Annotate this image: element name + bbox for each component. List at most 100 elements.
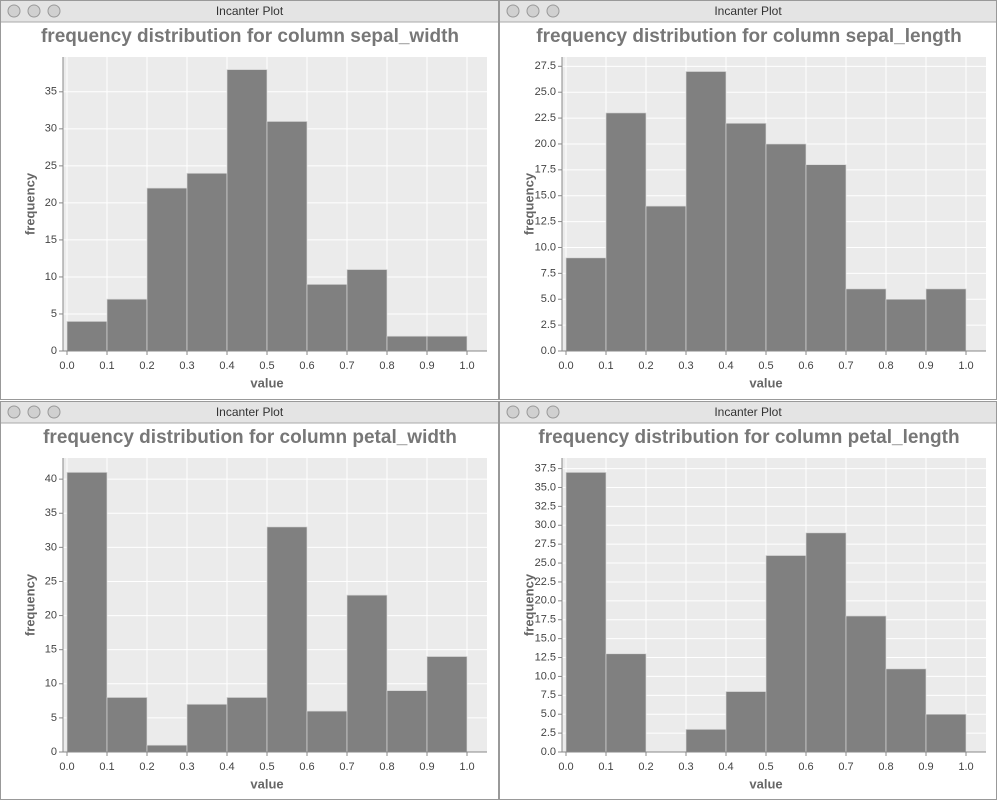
- y-tick-label: 15.0: [535, 190, 556, 202]
- y-tick-label: 15.0: [535, 633, 556, 645]
- window-title: Incanter Plot: [714, 405, 782, 419]
- window-title: Incanter Plot: [216, 4, 284, 18]
- window-button[interactable]: [7, 4, 21, 18]
- bar: [925, 713, 967, 753]
- x-tick-label: 0.3: [678, 761, 693, 773]
- x-tick-label: 0.9: [419, 761, 434, 773]
- y-tick-label: 35: [45, 507, 57, 519]
- y-tick-label: 12.5: [535, 216, 556, 228]
- y-tick-label: 0: [51, 345, 57, 357]
- x-tick-label: 0.7: [339, 761, 354, 773]
- title-bar: [500, 1, 996, 22]
- x-axis-label: value: [250, 776, 283, 791]
- window-button[interactable]: [506, 4, 520, 18]
- y-tick-label: 2.5: [541, 319, 556, 331]
- y-tick-label: 2.5: [541, 727, 556, 739]
- y-axis-label: frequency: [22, 573, 37, 636]
- x-tick-label: 0.5: [259, 360, 274, 372]
- window: Incanter Plot frequency distribution for …: [0, 0, 499, 400]
- x-tick-label: 0.3: [678, 360, 693, 372]
- y-tick-label: 0.0: [541, 746, 556, 758]
- y-tick-label: 0.0: [541, 345, 556, 357]
- x-tick-label: 0.0: [558, 761, 573, 773]
- bar: [845, 288, 887, 352]
- bar: [565, 257, 607, 352]
- bar: [186, 703, 228, 753]
- x-tick-label: 0.9: [918, 360, 933, 372]
- y-tick-label: 27.5: [535, 538, 556, 550]
- x-tick-label: 0.4: [718, 761, 733, 773]
- bar: [565, 472, 607, 753]
- window-button[interactable]: [27, 4, 41, 18]
- x-tick-label: 0.2: [638, 360, 653, 372]
- window-button[interactable]: [27, 405, 41, 419]
- bar: [845, 615, 887, 753]
- y-tick-label: 17.5: [535, 164, 556, 176]
- y-tick-label: 30.0: [535, 519, 556, 531]
- bar: [186, 172, 228, 352]
- y-tick-label: 30: [45, 541, 57, 553]
- window-button[interactable]: [506, 405, 520, 419]
- y-tick-label: 15: [45, 234, 57, 246]
- y-tick-label: 20.0: [535, 595, 556, 607]
- y-tick-label: 12.5: [535, 651, 556, 663]
- x-tick-label: 0.7: [838, 761, 853, 773]
- window-button[interactable]: [526, 4, 540, 18]
- y-tick-label: 5.0: [541, 708, 556, 720]
- x-tick-label: 0.1: [598, 761, 613, 773]
- bar: [146, 187, 188, 352]
- bar: [685, 728, 727, 753]
- bar: [885, 668, 927, 753]
- x-tick-label: 0.5: [259, 761, 274, 773]
- window-title: Incanter Plot: [216, 405, 284, 419]
- y-tick-label: 35: [45, 86, 57, 98]
- window-button[interactable]: [47, 4, 61, 18]
- bar: [645, 205, 687, 352]
- window-button[interactable]: [47, 405, 61, 419]
- window: Incanter Plot frequency distribution for …: [499, 401, 997, 800]
- title-bar: [1, 1, 498, 22]
- x-tick-label: 0.8: [878, 360, 893, 372]
- y-tick-label: 25.0: [535, 86, 556, 98]
- y-tick-label: 35.0: [535, 481, 556, 493]
- x-tick-label: 0.0: [59, 360, 74, 372]
- x-tick-label: 0.9: [918, 761, 933, 773]
- bar: [685, 71, 727, 352]
- chart-title: frequency distribution for column sepal_…: [41, 26, 459, 47]
- y-tick-label: 10.0: [535, 670, 556, 682]
- bar: [725, 122, 767, 352]
- x-tick-label: 0.7: [339, 360, 354, 372]
- bar: [386, 335, 428, 352]
- x-tick-label: 0.7: [838, 360, 853, 372]
- bar: [346, 594, 388, 753]
- chart-title: frequency distribution for column petal_…: [43, 427, 457, 448]
- x-tick-label: 0.8: [379, 761, 394, 773]
- bar: [106, 298, 148, 352]
- bar: [226, 69, 268, 352]
- title-bar: [1, 402, 498, 423]
- y-tick-label: 10: [45, 678, 57, 690]
- title-bar: [500, 402, 996, 423]
- x-tick-label: 0.5: [758, 360, 773, 372]
- bar: [885, 298, 927, 352]
- window-button[interactable]: [546, 405, 560, 419]
- y-tick-label: 20: [45, 197, 57, 209]
- y-tick-label: 0: [51, 746, 57, 758]
- x-tick-label: 0.6: [299, 360, 314, 372]
- x-tick-label: 0.8: [878, 761, 893, 773]
- bar: [226, 697, 268, 753]
- window: Incanter Plot frequency distribution for …: [0, 401, 499, 800]
- x-tick-label: 0.1: [99, 360, 114, 372]
- y-axis-label: frequency: [521, 172, 536, 235]
- x-axis-label: value: [250, 375, 283, 390]
- window-button[interactable]: [546, 4, 560, 18]
- x-tick-label: 0.3: [179, 360, 194, 372]
- bar: [605, 112, 647, 352]
- x-tick-label: 0.4: [219, 761, 234, 773]
- window-button[interactable]: [526, 405, 540, 419]
- window-button[interactable]: [7, 405, 21, 419]
- bar: [426, 335, 468, 352]
- x-tick-label: 0.2: [139, 761, 154, 773]
- y-tick-label: 30: [45, 123, 57, 135]
